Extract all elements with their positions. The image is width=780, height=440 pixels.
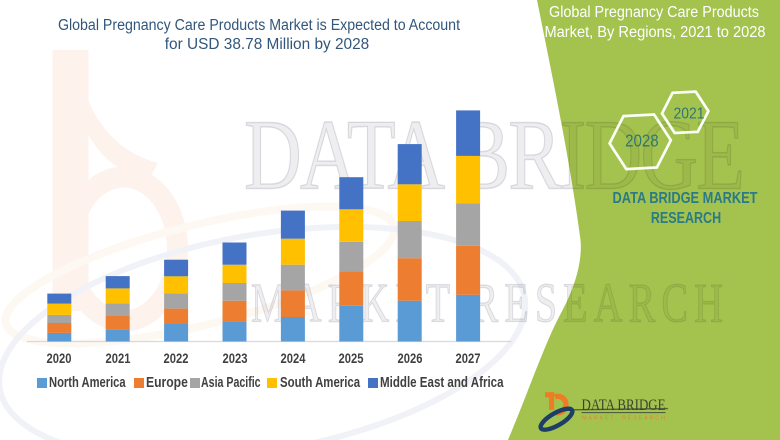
svg-text:2021: 2021 <box>674 105 705 123</box>
svg-text:MARKET RESEARCH: MARKET RESEARCH <box>582 416 665 422</box>
svg-text:DATA BRIDGE: DATA BRIDGE <box>582 397 666 414</box>
svg-text:2028: 2028 <box>625 130 659 151</box>
